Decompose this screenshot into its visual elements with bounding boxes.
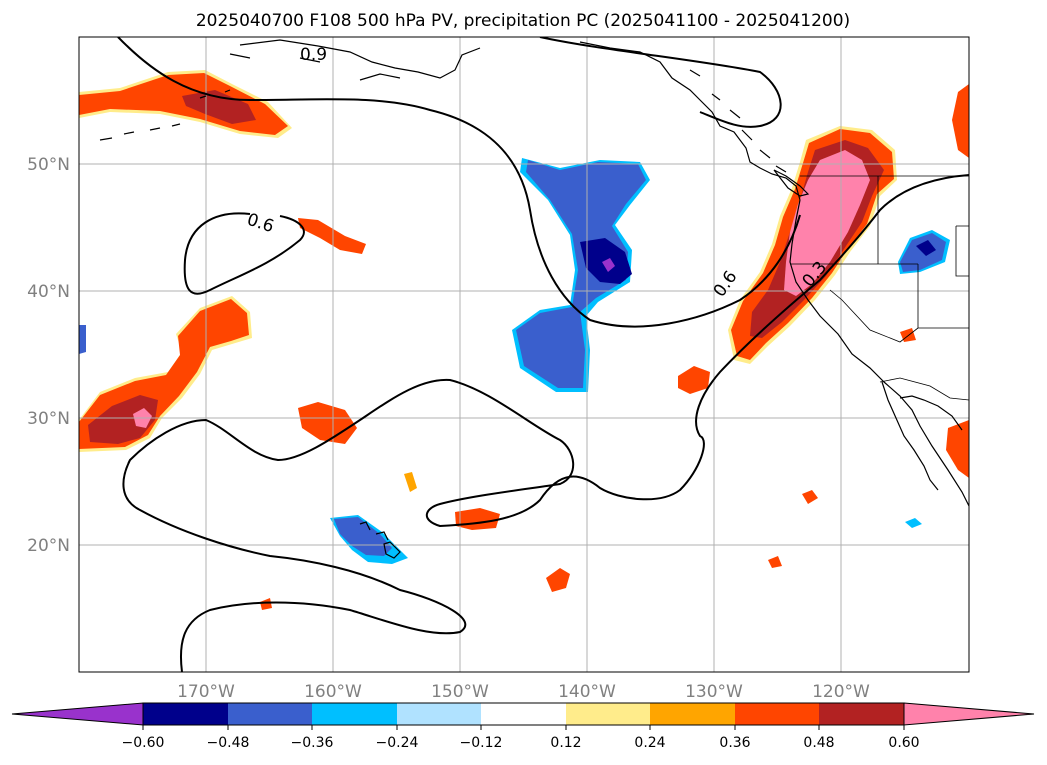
neg-region-peak	[602, 258, 615, 272]
lon-label-150w: 150°W	[431, 682, 489, 702]
map-title: 2025040700 F108 500 hPa PV, precipitatio…	[196, 11, 850, 31]
border-states	[790, 176, 969, 343]
colorbar-labels: −0.60 −0.48 −0.36 −0.24 −0.12 0.12 0.24 …	[122, 735, 920, 751]
colorbar-bin-1	[143, 703, 228, 725]
neg-region-hawaii-inner	[334, 517, 392, 556]
lat-label-20n: 20°N	[27, 536, 70, 556]
coastline-aleutian-islands	[99, 89, 231, 141]
coastline-vancouver-island	[773, 169, 810, 197]
pos-region-west-coast-peak	[784, 150, 870, 296]
neg-region-central-pacific-north-inner	[516, 160, 646, 388]
colorbar-bin-2	[228, 703, 312, 725]
pos-region-north-pacific-core	[182, 90, 256, 124]
colorbar-bin-7	[650, 703, 735, 725]
coastline-hawaii	[359, 521, 401, 559]
pv-contours	[117, 37, 969, 672]
coastlines	[99, 39, 969, 559]
pos-region-142w-17n	[546, 568, 570, 592]
map-panel: 0.9 0.6 0.6 0.3	[78, 36, 970, 673]
border-utah	[955, 225, 969, 277]
pos-region-132w-33n	[678, 366, 710, 394]
colorbar-extend-min	[11, 702, 144, 726]
colorbar-label-4: −0.24	[376, 735, 419, 751]
coastline-baja	[881, 381, 963, 491]
colorbar-label-9: 0.48	[803, 735, 834, 751]
colorbar-bin-4	[397, 703, 481, 725]
neg-region-small-baja	[905, 518, 922, 528]
lon-label-170w: 170°W	[177, 682, 235, 702]
neg-region-great-basin-core	[916, 240, 936, 256]
colorbar-label-5: −0.12	[460, 735, 503, 751]
colorbar-label-7: 0.24	[634, 735, 665, 751]
pos-region-west-tropical-core	[88, 395, 158, 444]
coastline-alaska-panhandle	[579, 41, 801, 201]
colorbar-extend-max	[903, 702, 1035, 726]
colorbar-bin-6	[566, 703, 650, 725]
colorbar-bin-8	[735, 703, 819, 725]
lat-label-40n: 40°N	[27, 282, 70, 302]
contour-0.3	[122, 174, 969, 672]
colorbar-ticks	[142, 725, 905, 730]
lon-label-160w: 160°W	[304, 682, 362, 702]
positive-anomaly-regions	[79, 70, 969, 610]
pos-region-155w-25n	[404, 472, 417, 492]
pos-region-165w-45n	[298, 218, 366, 254]
coastline-bc-islands	[689, 69, 787, 173]
lon-label-140w: 140°W	[558, 682, 616, 702]
colorbar-label-6: 0.12	[550, 735, 581, 751]
coastline-west-us	[789, 199, 969, 507]
colorbar-frame	[142, 702, 905, 726]
contour-0.6-north	[183, 212, 305, 295]
colorbar-label-8: 0.36	[719, 735, 750, 751]
colorbar-label-1: −0.60	[122, 735, 165, 751]
pos-region-160w-30n	[298, 402, 357, 444]
lon-label-130w: 130°W	[685, 682, 743, 702]
pos-region-east-edge-north	[952, 84, 969, 158]
pos-region-125w-19n	[768, 556, 782, 568]
colorbar-bin-5	[481, 703, 566, 725]
contour-0.9	[117, 37, 801, 328]
lat-label-30n: 30°N	[27, 409, 70, 429]
border-us-mexico	[879, 377, 969, 401]
colorbar-bin-9	[819, 703, 904, 725]
colorbar-bin-3	[312, 703, 397, 725]
pos-region-122w-24n	[802, 490, 818, 504]
map-frame	[78, 36, 970, 673]
political-borders	[790, 175, 969, 401]
lon-tick-labels: 170°W 160°W 150°W 140°W 130°W 120°W	[177, 682, 870, 702]
pos-region-east-edge-south	[946, 420, 969, 478]
negative-anomaly-regions	[79, 158, 950, 564]
colorbar-label-10: 0.60	[888, 735, 919, 751]
colorbar-label-2: −0.48	[207, 735, 250, 751]
lon-label-120w: 120°W	[812, 682, 870, 702]
contour-label-0.9: 0.9	[300, 45, 327, 65]
pos-region-165w-15n	[260, 598, 272, 610]
lat-tick-labels: 50°N 40°N 30°N 20°N	[27, 155, 70, 556]
colorbar: −0.60 −0.48 −0.36 −0.24 −0.12 0.12 0.24 …	[11, 702, 1035, 751]
neg-region-west-edge	[79, 325, 86, 354]
colorbar-label-3: −0.36	[291, 735, 334, 751]
coastline-alaska-aleutians	[229, 39, 481, 81]
lat-label-50n: 50°N	[27, 155, 70, 175]
